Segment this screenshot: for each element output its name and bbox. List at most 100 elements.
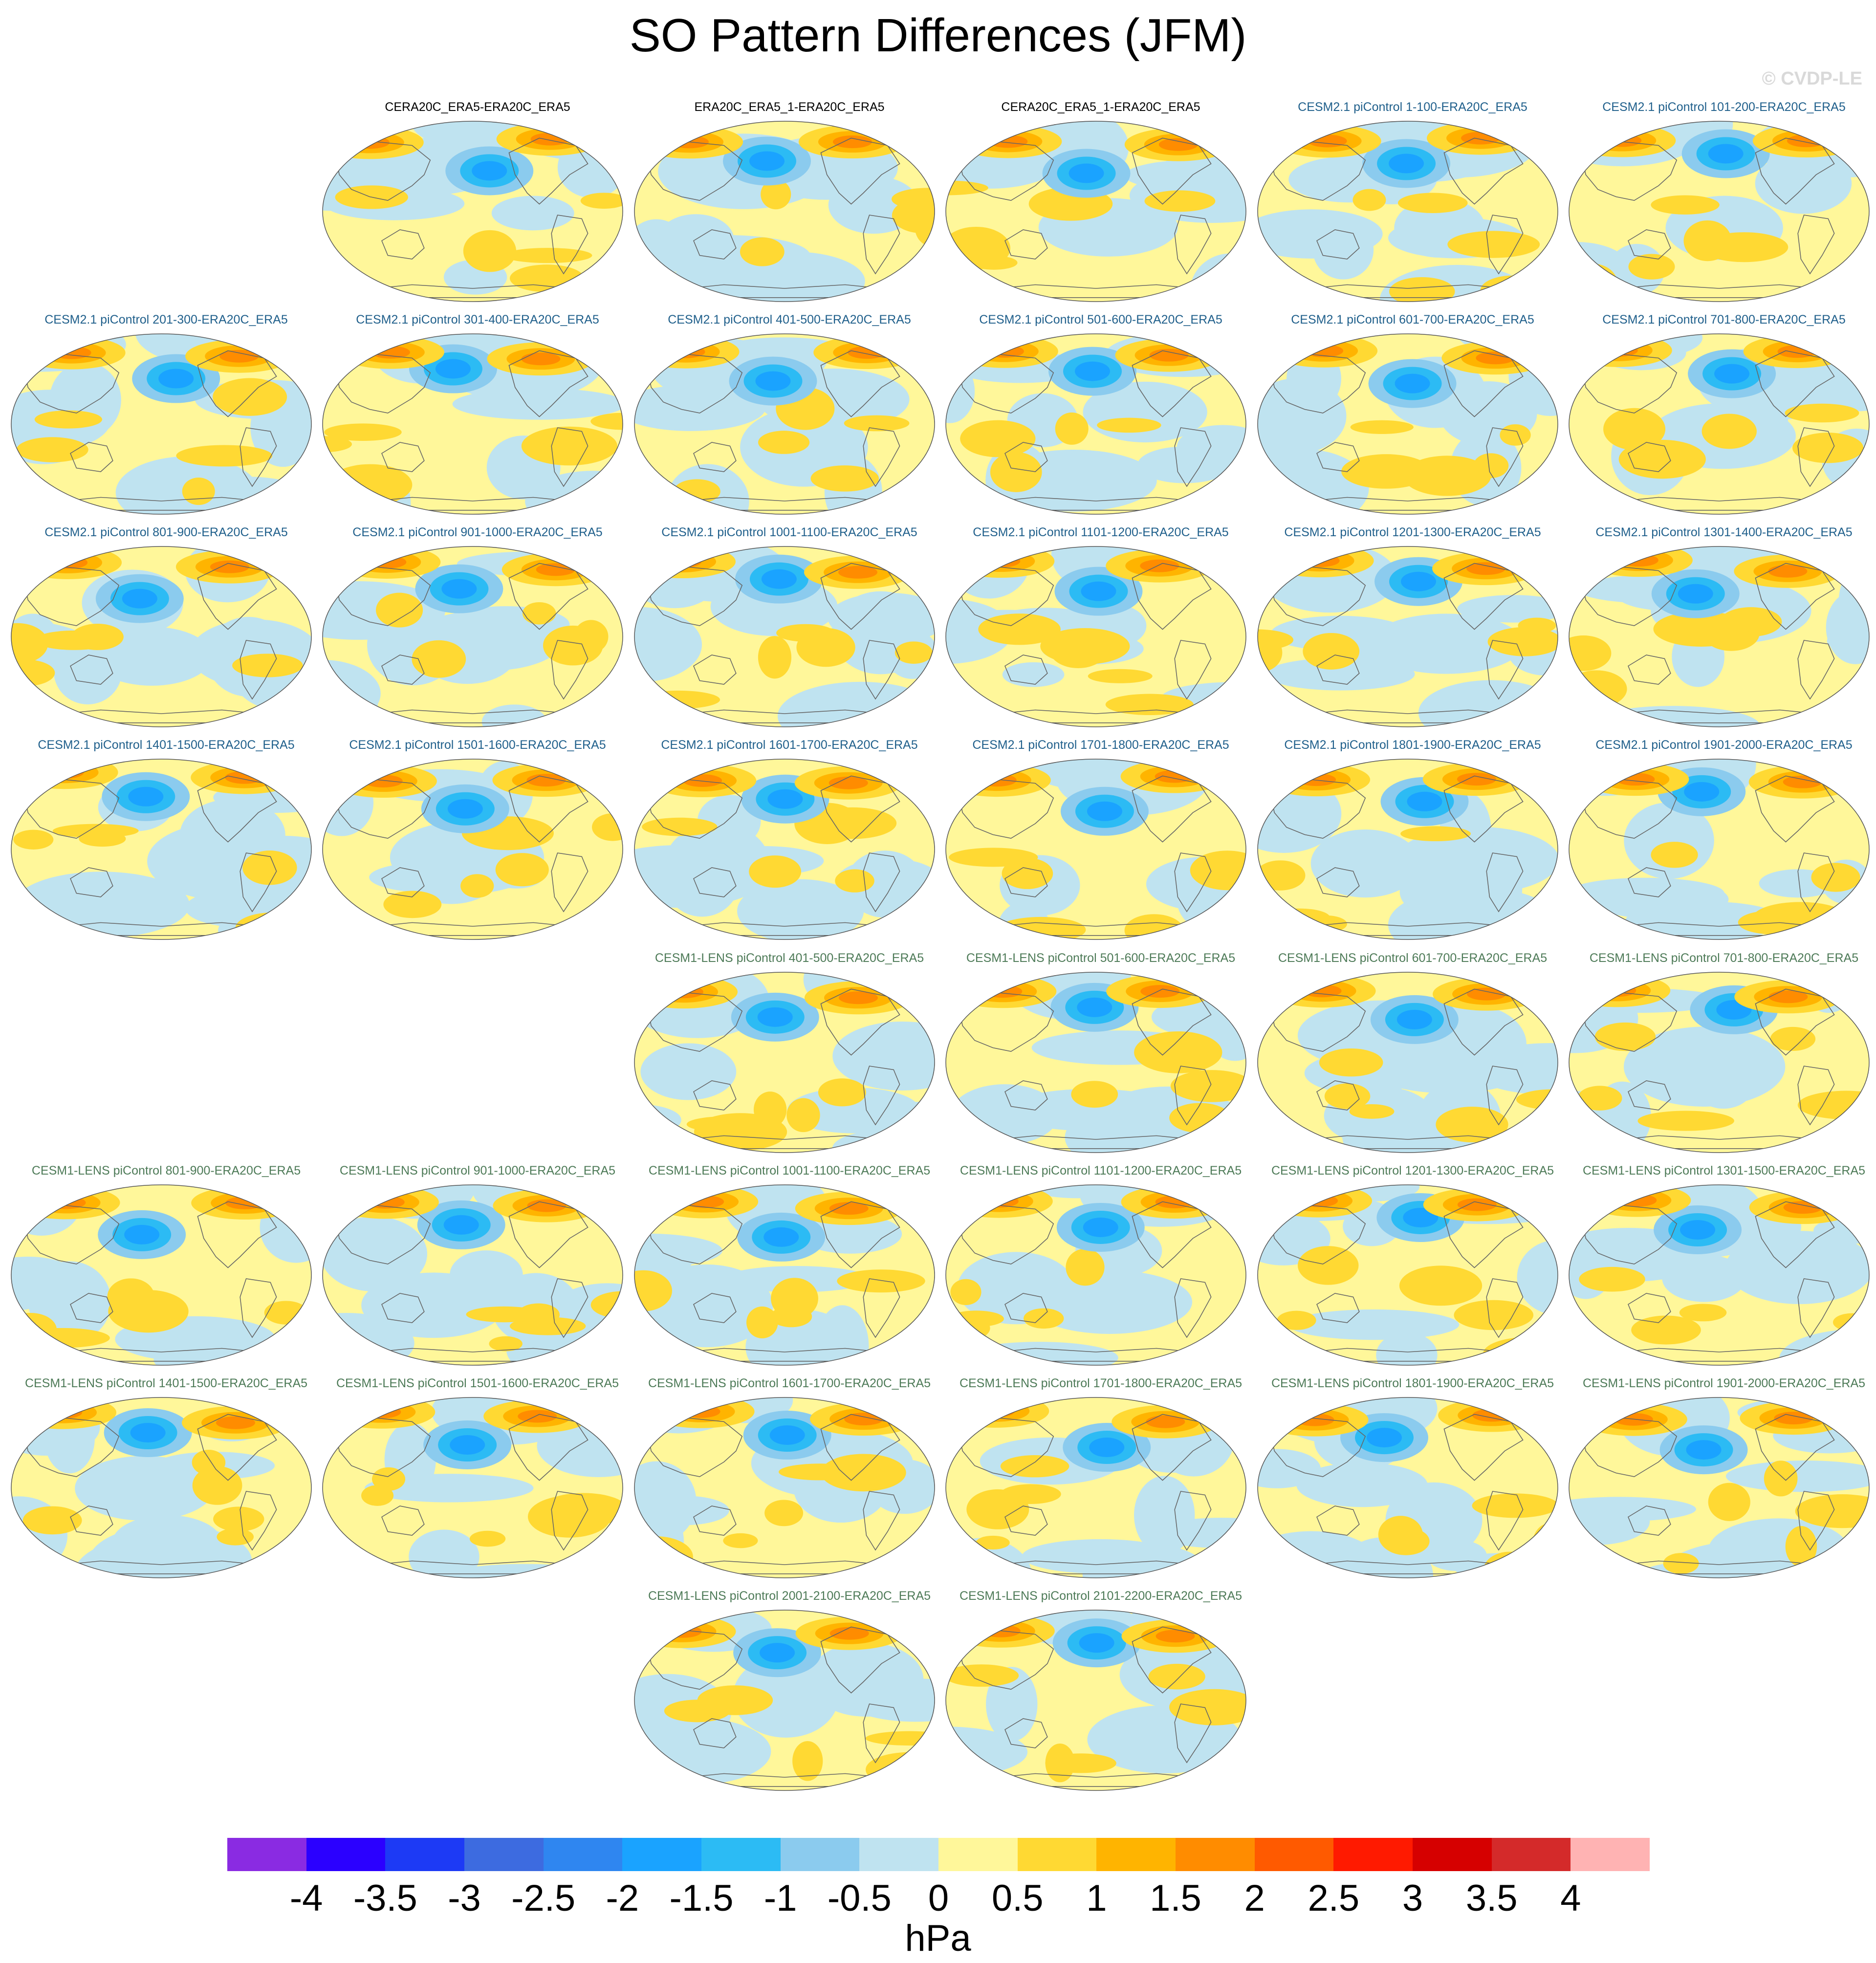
map-svg xyxy=(945,546,1246,727)
map-panel: CESM2.1 piControl 601-700-ERA20C_ERA5 xyxy=(1256,313,1569,525)
map-svg xyxy=(322,333,623,515)
coastline xyxy=(1316,1293,1360,1323)
field-anomaly-positive xyxy=(1569,900,1600,939)
coastline xyxy=(1132,1626,1212,1694)
field-high-core xyxy=(683,774,722,787)
field-low-core xyxy=(749,151,785,171)
colorbar-tick-label: 0.5 xyxy=(991,1877,1044,1919)
field-anomaly-positive xyxy=(34,410,103,429)
coastline xyxy=(1174,1491,1212,1551)
map-border xyxy=(1569,121,1870,302)
field-anomaly-positive xyxy=(946,1664,1019,1687)
field-anomaly-negative xyxy=(946,1335,995,1365)
coastline xyxy=(1271,1205,1366,1265)
field-anomaly-positive xyxy=(1277,1310,1316,1330)
field-anomaly-positive xyxy=(1797,1091,1869,1120)
field-anomaly-positive xyxy=(1088,669,1153,683)
coastline xyxy=(1755,988,1835,1056)
field-anomaly-positive xyxy=(327,464,413,506)
map-border xyxy=(945,972,1246,1153)
coastline xyxy=(1132,1201,1212,1268)
field-anomaly-positive xyxy=(1653,611,1749,647)
coastline xyxy=(648,1205,743,1265)
coastline xyxy=(1004,1505,1048,1536)
map-border xyxy=(945,1610,1246,1791)
panel-title: CESM1-LENS piControl 1701-1800-ERA20C_ER… xyxy=(959,1376,1243,1390)
coastline xyxy=(959,141,1054,201)
field-anomaly-positive xyxy=(71,624,124,651)
field-anomaly-positive xyxy=(946,1117,979,1139)
field-anomaly-positive xyxy=(16,437,88,462)
panel-title: CESM2.1 piControl 901-1000-ERA20C_ERA5 xyxy=(352,525,603,539)
panel-title: CESM2.1 piControl 1201-1300-ERA20C_ERA5 xyxy=(1284,525,1541,539)
panel-title: CESM2.1 piControl 401-500-ERA20C_ERA5 xyxy=(668,313,911,327)
coastline xyxy=(1174,640,1212,700)
colorbar-tick-label: 1.5 xyxy=(1150,1877,1201,1919)
map-panel: CESM2.1 piControl 1001-1100-ERA20C_ERA5 xyxy=(633,525,946,738)
field-anomaly-negative xyxy=(540,1397,623,1412)
field-anomaly-negative xyxy=(737,879,864,939)
map-svg xyxy=(1257,546,1558,727)
field-high-core xyxy=(216,1416,255,1429)
coastline xyxy=(1755,137,1835,205)
field-anomaly-negative xyxy=(891,1765,935,1790)
coastline xyxy=(1627,654,1671,685)
coastline xyxy=(1316,442,1360,472)
field-high-core xyxy=(1299,1194,1338,1207)
coastline xyxy=(1271,567,1366,626)
coastline xyxy=(863,1491,900,1551)
map-border xyxy=(634,972,935,1153)
field-anomaly-positive xyxy=(1148,1663,1205,1690)
field-anomaly-positive xyxy=(740,237,785,266)
field-low-core xyxy=(1403,1207,1439,1227)
field-anomaly-positive xyxy=(753,1091,787,1128)
field-anomaly-positive xyxy=(412,640,466,678)
field-high-core xyxy=(650,981,719,1003)
field-anomaly-negative xyxy=(1569,265,1610,302)
map-panel: CESM2.1 piControl 101-200-ERA20C_ERA5 xyxy=(1568,100,1876,313)
map-border xyxy=(322,759,623,940)
map-panel: CESM1-LENS piControl 501-600-ERA20C_ERA5 xyxy=(944,951,1257,1164)
field-anomaly-positive xyxy=(1454,1300,1534,1330)
field-high-core xyxy=(44,766,84,779)
colorbar-box xyxy=(1333,1838,1413,1871)
field-anomaly-positive xyxy=(821,1454,906,1492)
colorbar-box xyxy=(543,1838,623,1871)
field-anomaly-positive xyxy=(1651,195,1720,215)
field-anomaly-positive xyxy=(1436,1107,1508,1143)
coastline xyxy=(336,1205,431,1265)
field-anomaly-negative xyxy=(11,1263,80,1299)
colorbar-box xyxy=(1176,1838,1255,1871)
field-low-core xyxy=(122,589,157,609)
map-border xyxy=(1257,121,1558,302)
field-anomaly-positive xyxy=(1690,1304,1725,1319)
panel-title: CESM2.1 piControl 101-200-ERA20C_ERA5 xyxy=(1602,100,1846,114)
field-low-core xyxy=(1079,1633,1114,1653)
coastline xyxy=(381,1293,425,1323)
coastline xyxy=(336,779,431,839)
map-panel: CESM1-LENS piControl 1301-1500-ERA20C_ER… xyxy=(1568,1164,1876,1376)
coastline xyxy=(820,988,900,1056)
coastline xyxy=(197,563,277,630)
field-anomaly-negative xyxy=(946,599,1013,664)
coastline xyxy=(336,354,431,414)
colorbar-tick-label: 3 xyxy=(1402,1877,1423,1919)
field-high-core xyxy=(946,1185,1053,1218)
field-anomaly-positive xyxy=(1473,453,1509,479)
field-low-core xyxy=(1089,1438,1125,1458)
coastline xyxy=(959,1205,1054,1265)
field-low-core xyxy=(763,1227,799,1247)
field-anomaly-negative xyxy=(1026,1270,1193,1334)
panel-title: CESM2.1 piControl 501-600-ERA20C_ERA5 xyxy=(979,313,1222,327)
field-anomaly-positive xyxy=(1397,193,1468,214)
map-panel: CESM1-LENS piControl 401-500-ERA20C_ERA5 xyxy=(633,951,946,1164)
map-panel: CESM2.1 piControl 1701-1800-ERA20C_ERA5 xyxy=(944,738,1257,951)
field-anomaly-positive xyxy=(1319,1048,1383,1077)
coastline xyxy=(1486,640,1524,700)
field-anomaly-negative xyxy=(1755,153,1852,214)
colorbar-boxes xyxy=(227,1838,1650,1871)
coastline xyxy=(1486,852,1524,913)
map-svg xyxy=(945,759,1246,940)
field-anomaly-positive xyxy=(1577,1086,1622,1111)
coastline xyxy=(1132,988,1212,1056)
